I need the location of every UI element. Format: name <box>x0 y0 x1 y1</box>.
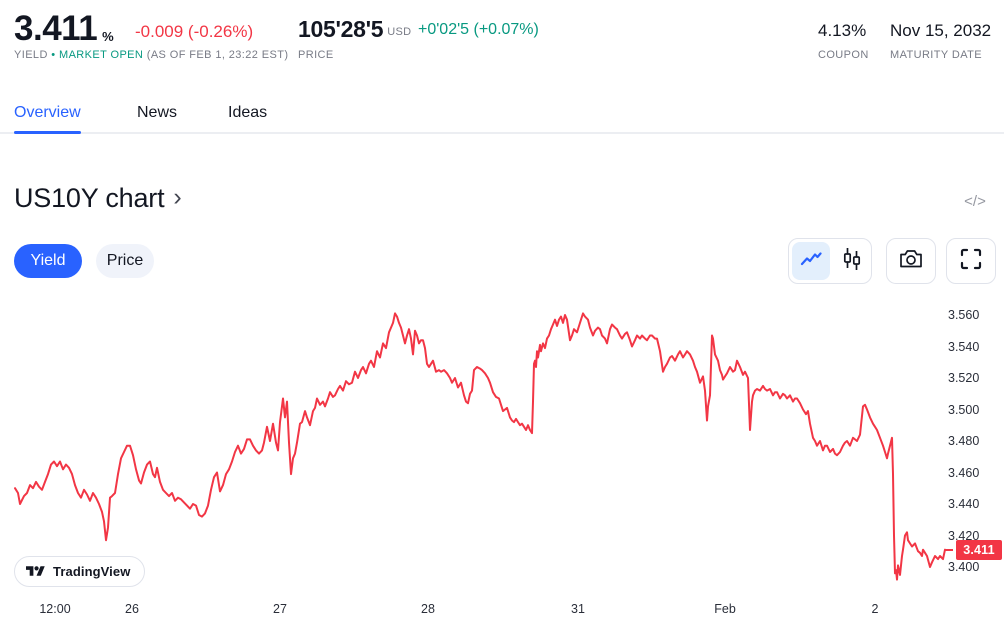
page-title: US10Y chart <box>14 183 165 213</box>
x-tick-label: 28 <box>421 602 435 616</box>
camera-icon <box>899 248 923 275</box>
candlestick-chart-button[interactable] <box>833 242 871 280</box>
chart-type-switcher <box>788 238 872 284</box>
x-tick-label: Feb <box>714 602 736 616</box>
price-unit: USD <box>387 26 412 38</box>
chart-section-title[interactable]: US10Y chart › <box>14 183 182 214</box>
chevron-right-icon: › <box>173 182 182 211</box>
tab-overview[interactable]: Overview <box>14 102 81 134</box>
tab-news[interactable]: News <box>137 102 177 124</box>
yield-line <box>14 312 946 581</box>
snapshot-button[interactable] <box>886 238 936 284</box>
tab-bar: Overview News Ideas <box>0 93 1004 134</box>
price-toggle-button[interactable]: Price <box>96 244 154 278</box>
coupon-label: COUPON <box>818 49 869 61</box>
line-chart-icon <box>799 250 823 273</box>
y-tick-label: 3.500 <box>948 402 980 417</box>
x-tick-label: 26 <box>125 602 139 616</box>
yield-sub-row: YIELD • MARKET OPEN (AS OF FEB 1, 23:22 … <box>14 49 288 61</box>
y-tick-label: 3.520 <box>948 371 980 385</box>
coupon-value: 4.13% <box>818 21 867 40</box>
tab-ideas[interactable]: Ideas <box>228 102 267 124</box>
market-status-dot: • <box>51 49 56 61</box>
y-tick-label: 3.540 <box>948 339 980 354</box>
last-price-badge: 3.411 <box>956 539 1002 560</box>
x-tick-label: 2 <box>871 602 879 616</box>
tradingview-attribution-link[interactable]: TradingView <box>14 556 146 587</box>
tab-news-label: News <box>137 104 178 121</box>
tradingview-logo-icon <box>26 564 45 579</box>
x-tick-label: 31 <box>571 602 585 616</box>
line-chart-button[interactable] <box>792 242 830 280</box>
yield-toggle-button[interactable]: Yield <box>14 244 82 278</box>
yield-value: 3.411 <box>14 9 98 48</box>
y-tick-label: 3.460 <box>948 465 980 480</box>
yield-change: -0.009 (-0.26%) <box>135 22 254 41</box>
maturity-date-label: MATURITY DATE <box>890 49 982 61</box>
maturity-date-value: Nov 15, 2032 <box>890 21 992 40</box>
last-price-dash <box>945 548 953 551</box>
yield-label: YIELD <box>14 49 48 61</box>
active-tab-underline <box>14 131 81 134</box>
y-tick-label: 3.440 <box>948 497 980 511</box>
price-value-group: 105'28'5 USD <box>298 16 411 42</box>
price-value: 105'28'5 <box>298 16 384 42</box>
candlestick-icon <box>842 247 862 276</box>
y-tick-label: 3.420 <box>948 528 980 543</box>
fullscreen-icon <box>960 248 982 275</box>
tab-ideas-label: Ideas <box>228 104 268 121</box>
yield-value-group: 3.411 % <box>14 10 114 48</box>
tab-overview-label: Overview <box>14 104 81 121</box>
y-tick-label: 3.400 <box>948 560 980 574</box>
tradingview-logo-text: TradingView <box>53 564 131 579</box>
y-tick-label: 3.480 <box>948 434 980 448</box>
x-tick-label: 27 <box>273 602 287 616</box>
embed-code-icon[interactable]: </> <box>964 192 986 210</box>
yield-chart-canvas[interactable] <box>0 290 1004 592</box>
x-tick-label: 12:00 <box>39 602 71 616</box>
as-of-time: (AS OF FEB 1, 23:22 EST) <box>146 49 289 61</box>
y-tick-label: 3.560 <box>948 308 980 322</box>
market-status: MARKET OPEN <box>59 49 144 61</box>
price-label: PRICE <box>298 49 334 61</box>
fullscreen-button[interactable] <box>946 238 996 284</box>
price-change: +0'02'5 (+0.07%) <box>418 21 539 38</box>
yield-unit: % <box>102 29 114 44</box>
